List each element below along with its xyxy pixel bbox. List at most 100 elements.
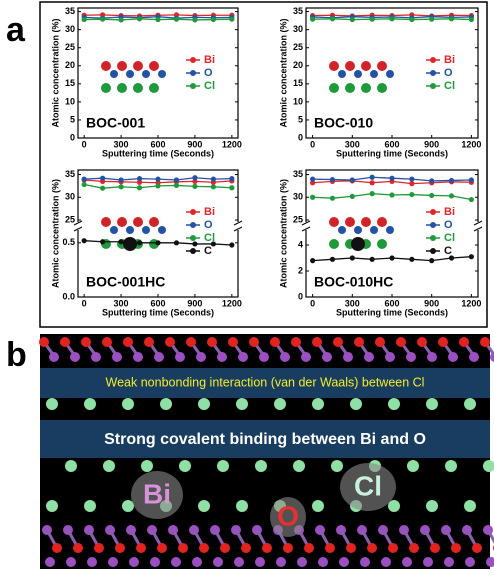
- inset-atom: [126, 226, 134, 234]
- break-mark: [233, 220, 243, 226]
- data-point: [210, 184, 216, 190]
- atom-o: [270, 337, 280, 347]
- data-point: [468, 177, 474, 183]
- data-point: [369, 174, 375, 180]
- inset-atom: [354, 70, 362, 78]
- atom-o: [220, 543, 230, 553]
- atom-o: [459, 337, 469, 347]
- inset-atom: [117, 83, 127, 93]
- atom-cl: [179, 460, 191, 472]
- atom-o: [304, 543, 314, 553]
- atom-cl: [293, 460, 305, 472]
- y-tick-label: 0: [298, 291, 303, 301]
- chart-annotation: BOC-010: [314, 115, 373, 131]
- x-tick-label: 900: [424, 298, 439, 308]
- data-point: [81, 16, 87, 23]
- data-point: [100, 175, 106, 181]
- atom-bi: [192, 557, 202, 567]
- data-point: [429, 258, 435, 264]
- data-point: [369, 191, 375, 197]
- break-mark: [301, 226, 311, 232]
- y-tick-label: 15: [293, 78, 303, 88]
- atom-o: [81, 337, 91, 347]
- band-text: Weak nonbonding interaction (van der Waa…: [106, 375, 425, 389]
- legend-label: Bi: [444, 206, 455, 218]
- atom-cl: [388, 500, 400, 512]
- inset-carbon: [351, 237, 365, 251]
- y-tick-label: 35: [65, 169, 75, 179]
- inset-atom: [329, 83, 339, 93]
- inset-atom: [361, 83, 371, 93]
- data-point: [389, 255, 395, 261]
- data-point: [409, 181, 415, 187]
- x-axis-label: Sputtering time (Seconds): [336, 307, 448, 317]
- data-point: [136, 240, 143, 246]
- atom-label: O: [277, 500, 299, 531]
- y-axis-label: Atomic concentration (%): [50, 179, 60, 288]
- data-point: [310, 258, 316, 264]
- atom-bi: [70, 352, 80, 362]
- data-point: [468, 196, 474, 203]
- atom-o: [312, 337, 322, 347]
- data-point: [429, 178, 435, 184]
- inset-atom: [361, 217, 371, 227]
- atom-bi: [87, 557, 97, 567]
- x-tick-label: 600: [384, 298, 399, 308]
- atom-o: [165, 337, 175, 347]
- atom-bi: [217, 352, 227, 362]
- data-point: [229, 185, 235, 191]
- y-tick-label: 25: [65, 42, 75, 52]
- y-tick-label: 0.0: [62, 291, 75, 301]
- x-tick-label: 600: [384, 139, 399, 149]
- atom-cl: [103, 460, 115, 472]
- atom-cl: [483, 460, 494, 472]
- y-tick-label: 5: [298, 114, 303, 124]
- band: [40, 420, 490, 458]
- atom-o: [157, 543, 167, 553]
- inset-atom: [110, 226, 118, 234]
- atom-cl: [464, 500, 476, 512]
- x-tick-label: 900: [187, 298, 202, 308]
- data-point: [192, 178, 198, 184]
- y-tick-label: 15: [65, 78, 75, 88]
- atom-o: [451, 543, 461, 553]
- break-mark: [473, 220, 483, 226]
- data-point: [100, 16, 106, 22]
- inset-atom: [345, 61, 355, 71]
- data-point: [100, 239, 106, 245]
- atom-bi: [448, 352, 458, 362]
- atom-bi: [112, 352, 122, 362]
- inset-atom: [329, 239, 339, 249]
- x-tick-label: 300: [114, 139, 129, 149]
- atom-o: [207, 337, 217, 347]
- y-axis-label: Atomic concentration (%): [278, 18, 288, 127]
- data-point: [155, 240, 161, 246]
- atom-bi: [196, 352, 206, 362]
- atom-cl: [46, 500, 58, 512]
- data-point: [136, 16, 143, 22]
- atom-o: [123, 337, 133, 347]
- y-tick-label: 35: [293, 6, 303, 16]
- atom-o: [354, 337, 364, 347]
- legend-marker: [430, 235, 436, 241]
- data-point: [118, 177, 124, 183]
- atom-bi: [486, 557, 494, 567]
- inset-atom: [354, 226, 362, 234]
- atom-o: [438, 337, 448, 347]
- data-point: [118, 239, 124, 245]
- legend-marker: [430, 248, 436, 254]
- y-tick-label: 2: [298, 265, 303, 275]
- y-tick-label: 0: [70, 132, 75, 142]
- inset-atom: [133, 217, 143, 227]
- data-point: [329, 16, 336, 22]
- atom-o: [102, 337, 112, 347]
- atom-cl: [141, 460, 153, 472]
- atom-bi: [133, 352, 143, 362]
- y-tick-label: 20: [65, 60, 75, 70]
- data-point: [409, 176, 415, 182]
- y-tick-label: 35: [65, 6, 75, 16]
- inset-atom: [377, 61, 387, 71]
- data-point: [118, 184, 124, 190]
- legend-marker: [190, 248, 196, 254]
